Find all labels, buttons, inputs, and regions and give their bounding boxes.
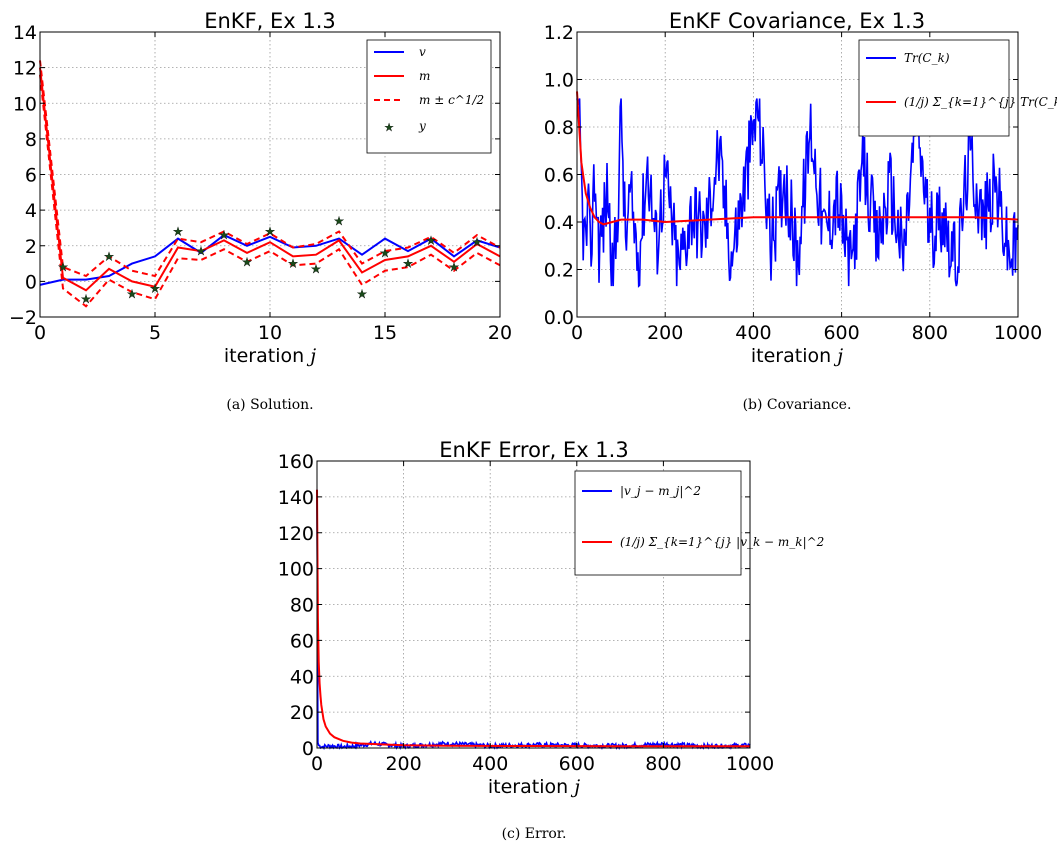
ytick-label-c: 140 (278, 487, 314, 509)
ytick-label-a: 14 (13, 22, 37, 44)
xlabel-a-text: iteration (224, 345, 310, 367)
y-observation-marker: ★ (403, 257, 414, 271)
xlabel-b: iteration j (751, 345, 843, 367)
xtick-label-c: 200 (385, 753, 421, 775)
legend-b: Tr(C_k) (1/j) Σ_{k=1}^{j} Tr(C_k) (859, 40, 1057, 136)
legend-a-v-label: v (419, 45, 426, 59)
xtick-label-a: 10 (258, 322, 282, 344)
xlabel-c: iteration j (488, 776, 580, 798)
legend-a-y-swatch: ★ (384, 121, 394, 134)
ytick-label-a: 2 (25, 236, 37, 258)
ytick-label-b: 0.0 (544, 307, 574, 329)
y-observation-marker: ★ (104, 249, 115, 263)
xtick-label-b: 1000 (994, 322, 1042, 344)
ytick-label-a: −2 (9, 307, 37, 329)
ytick-label-b: 0.8 (544, 117, 574, 139)
ytick-label-a: 0 (25, 271, 37, 293)
y-observation-marker: ★ (265, 225, 276, 239)
title-a: EnKF, Ex 1.3 (204, 9, 336, 33)
y-observation-marker: ★ (311, 262, 322, 276)
xtick-label-a: 5 (149, 322, 161, 344)
legend-b-avg-label: (1/j) Σ_{k=1}^{j} Tr(C_k) (904, 95, 1057, 109)
y-observation-marker: ★ (472, 235, 483, 249)
xtick-label-a: 20 (488, 322, 512, 344)
ytick-label-c: 160 (278, 451, 314, 473)
title-b: EnKF Covariance, Ex 1.3 (669, 9, 925, 33)
caption-b: (b) Covariance. (743, 397, 852, 413)
ytick-label-c: 20 (290, 702, 314, 724)
xlabel-c-text: iteration (488, 776, 574, 798)
y-observation-marker: ★ (426, 233, 437, 247)
xtick-label-b: 400 (735, 322, 771, 344)
legend-c: |v_j − m_j|^2 (1/j) Σ_{k=1}^{j} |v_k − m… (575, 471, 824, 575)
y-observation-marker: ★ (449, 260, 460, 274)
ytick-label-a: 10 (13, 93, 37, 115)
ytick-label-c: 60 (290, 630, 314, 652)
y-observation-marker: ★ (150, 282, 161, 296)
xtick-label-a: 15 (373, 322, 397, 344)
y-observation-marker: ★ (127, 287, 138, 301)
ytick-label-b: 0.2 (544, 260, 574, 282)
y-observation-marker: ★ (81, 292, 92, 306)
ytick-label-a: 6 (25, 165, 37, 187)
y-observation-marker: ★ (242, 255, 253, 269)
xtick-label-c: 1000 (726, 753, 774, 775)
caption-a: (a) Solution. (226, 397, 313, 413)
ytick-label-c: 120 (278, 523, 314, 545)
legend-c-err-label: |v_j − m_j|^2 (620, 484, 701, 498)
panel-a: EnKF, Ex 1.3 ★ ★ ★ ★ ★ ★ ★ ★ ★ ★ ★ ★ ★ ★ ★ ★ ★ ★ ★ 0 5 10 15 2… (9, 9, 512, 413)
caption-c: (c) Error. (502, 826, 567, 842)
y-observation-marker: ★ (196, 244, 207, 258)
y-observation-marker: ★ (288, 257, 299, 271)
xtick-label-c: 600 (559, 753, 595, 775)
xlabel-a: iteration j (224, 345, 316, 367)
ytick-label-a: 4 (25, 200, 37, 222)
xtick-label-b: 600 (823, 322, 859, 344)
legend-b-trace-label: Tr(C_k) (904, 51, 950, 65)
panel-b: EnKF Covariance, Ex 1.3 0 200 400 600 800 100… (544, 9, 1057, 413)
y-observation-marker: ★ (219, 228, 230, 242)
y-observation-marker: ★ (334, 214, 345, 228)
y-observation-marker: ★ (173, 225, 184, 239)
ytick-label-c: 100 (278, 559, 314, 581)
xtick-label-b: 200 (647, 322, 683, 344)
xtick-label-c: 400 (472, 753, 508, 775)
ytick-label-a: 12 (13, 58, 37, 80)
legend-a-band-label: m ± c^1/2 (419, 93, 484, 107)
panel-c: EnKF Error, Ex 1.3 0 200 400 600 800 1000 0 20 4… (278, 438, 825, 842)
title-c: EnKF Error, Ex 1.3 (439, 438, 628, 462)
xtick-label-b: 800 (912, 322, 948, 344)
xlabel-b-text: iteration (751, 345, 837, 367)
legend-a: v m m ± c^1/2 ★ y (367, 40, 491, 153)
ytick-label-b: 0.4 (544, 212, 574, 234)
ytick-label-b: 1.0 (544, 70, 574, 92)
xtick-label-c: 800 (645, 753, 681, 775)
ytick-label-c: 80 (290, 595, 314, 617)
ytick-label-b: 1.2 (544, 22, 574, 44)
y-observation-marker: ★ (380, 246, 391, 260)
legend-c-avg-label: (1/j) Σ_{k=1}^{j} |v_k − m_k|^2 (620, 535, 824, 549)
y-observation-marker: ★ (58, 260, 69, 274)
ytick-label-a: 8 (25, 129, 37, 151)
ytick-label-c: 40 (290, 666, 314, 688)
ytick-label-b: 0.6 (544, 165, 574, 187)
legend-a-m-label: m (419, 69, 430, 83)
y-observation-marker: ★ (357, 287, 368, 301)
ytick-label-c: 0 (302, 738, 314, 760)
legend-a-y-label: y (418, 119, 426, 133)
